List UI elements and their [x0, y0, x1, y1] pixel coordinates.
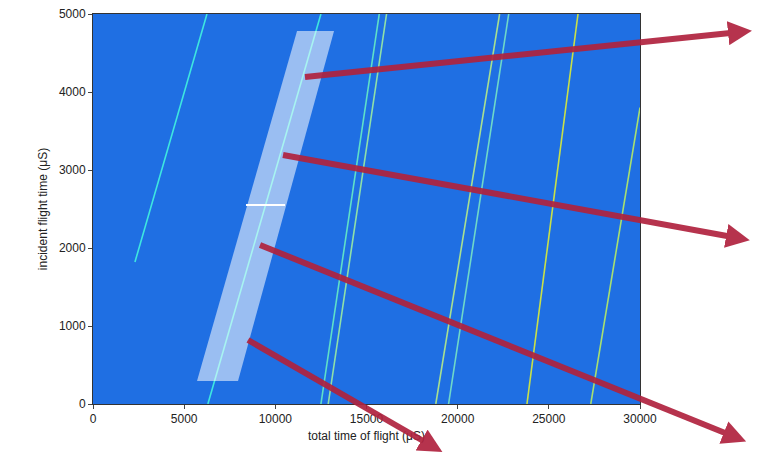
svg-text:25000: 25000	[532, 412, 566, 426]
svg-text:15000: 15000	[350, 412, 384, 426]
svg-text:0: 0	[79, 397, 86, 411]
svg-text:3000: 3000	[59, 163, 86, 177]
svg-text:4000: 4000	[59, 85, 86, 99]
svg-text:10000: 10000	[259, 412, 293, 426]
svg-text:incident flight time (μS): incident flight time (μS)	[36, 148, 50, 270]
svg-text:20000: 20000	[441, 412, 475, 426]
svg-text:0: 0	[90, 412, 97, 426]
svg-text:1000: 1000	[59, 319, 86, 333]
svg-text:2000: 2000	[59, 241, 86, 255]
svg-text:total time of flight (μS): total time of flight (μS)	[308, 429, 425, 443]
svg-text:5000: 5000	[59, 7, 86, 21]
svg-text:5000: 5000	[171, 412, 198, 426]
svg-text:30000: 30000	[623, 412, 657, 426]
